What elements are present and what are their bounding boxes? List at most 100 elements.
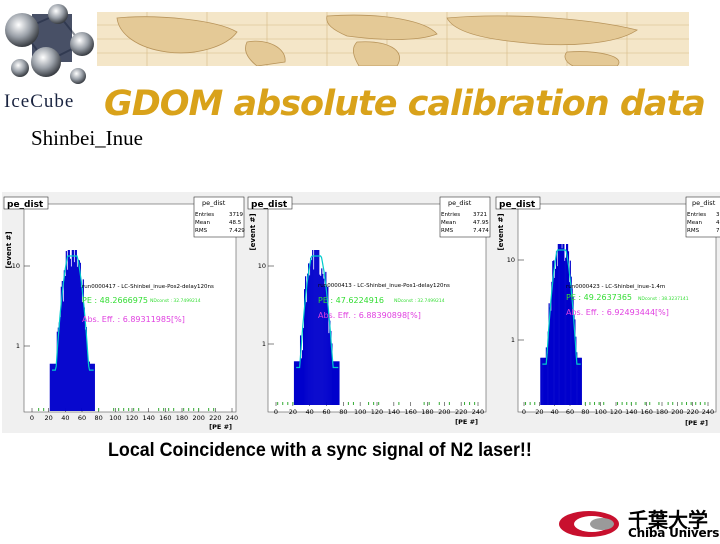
x-tick-label: 220 [455, 408, 467, 416]
hist-name-box [3, 196, 49, 210]
pe-value: PE : 47.6224916 [318, 296, 384, 305]
run-label: run0000417 - LC-Shinbei_inue-Pos2-delay1… [82, 284, 214, 290]
x-tick-label: 120 [371, 408, 383, 416]
x-tick-label: 60 [78, 414, 86, 422]
logo-text: IceCube [4, 91, 74, 112]
histogram-panel-2: pe_dist pe_dist Entries 3721 Mean 47.95 … [246, 192, 492, 433]
stats-label: Entries [441, 212, 460, 218]
stats-value: 48.5 [229, 220, 242, 226]
x-tick-label: 40 [551, 408, 559, 416]
stats-box: pe_dist Entries 3721 Mean 47.95 RMS 7.47… [439, 196, 491, 238]
x-tick-label: 100 [109, 414, 121, 422]
x-tick-label: 200 [438, 408, 450, 416]
abs-efficiency: Abs. Eff. : 6.92493444[%] [566, 308, 669, 317]
x-tick-label: 240 [702, 408, 714, 416]
university-name-jp: 千葉大学 [628, 508, 708, 532]
y-axis-label: [event #] [249, 213, 257, 250]
nd-const: NDconst : 38.3237141 [638, 296, 689, 302]
stats-label: Mean [195, 220, 210, 226]
x-tick-label: 0 [522, 408, 526, 416]
stats-label: RMS [687, 228, 700, 234]
run-label: run0000423 - LC-Shinbei_inue-1.4m [566, 284, 665, 290]
histogram-plot: pe_dist pe_dist Entries 3721 Mean 47.95 … [247, 196, 491, 426]
stats-value: 3 [716, 212, 720, 218]
stats-value: 3719 [229, 212, 243, 218]
stats-value: 7.474 [473, 228, 489, 234]
nd-const: NDconst : 32.7499214 [150, 298, 201, 304]
hist-name: pe_dist [251, 200, 288, 210]
x-axis-label: [PE #] [455, 418, 478, 426]
x-tick-label: 60 [566, 408, 574, 416]
x-tick-label: 160 [404, 408, 416, 416]
x-tick-label: 220 [209, 414, 221, 422]
stats-value: 4 [716, 220, 720, 226]
x-tick-label: 160 [159, 414, 171, 422]
y-tick-label: 1 [16, 342, 20, 350]
slide-title: GDOM absolute calibration data [104, 84, 706, 124]
histogram-panel-1: pe_dist pe_dist Entries 3719 Mean 48.5 R… [2, 192, 246, 433]
stats-label: Entries [687, 212, 706, 218]
x-tick-label: 120 [126, 414, 138, 422]
fit-curve [52, 255, 94, 371]
x-tick-label: 180 [656, 408, 668, 416]
x-tick-label: 80 [95, 414, 103, 422]
x-tick-label: 0 [274, 408, 278, 416]
x-tick-label: 80 [581, 408, 589, 416]
nd-const: NDconst : 32.7499214 [394, 298, 445, 304]
pe-value: PE : 49.2637365 [566, 293, 632, 302]
histogram-plot: pe_dist pe_dist Entries 3719 Mean 48.5 R… [3, 196, 245, 431]
world-map-banner [97, 12, 689, 67]
university-name-en: Chiba University [628, 526, 720, 540]
x-tick-label: 0 [30, 414, 34, 422]
y-axis-label: [event #] [5, 231, 13, 268]
stats-box: pe_dist Entries 3 Mean 4 RMS 7 [685, 196, 720, 238]
stats-title: pe_dist [448, 199, 472, 207]
y-tick-label: 10 [258, 262, 266, 270]
x-tick-label: 140 [388, 408, 400, 416]
x-tick-label: 220 [686, 408, 698, 416]
abs-efficiency: Abs. Eff. : 6.88390898[%] [318, 311, 421, 320]
stats-label: Mean [687, 220, 702, 226]
x-tick-label: 80 [339, 408, 347, 416]
x-tick-label: 20 [535, 408, 543, 416]
x-tick-label: 120 [610, 408, 622, 416]
stats-label: Entries [195, 212, 214, 218]
y-axis-label: [event #] [497, 213, 505, 250]
fit-curve [542, 249, 581, 365]
fit-curve [296, 255, 339, 369]
icecube-logo: IceCube [0, 0, 100, 115]
stats-value: 3721 [473, 212, 487, 218]
hist-name: pe_dist [7, 200, 44, 210]
stats-label: RMS [195, 228, 208, 234]
x-tick-label: 140 [142, 414, 154, 422]
x-tick-label: 200 [671, 408, 683, 416]
y-tick-label: 1 [511, 336, 515, 344]
x-axis-label: [PE #] [685, 419, 708, 427]
abs-efficiency: Abs. Eff. : 6.89311985[%] [82, 315, 185, 324]
stats-value: 7.429 [229, 228, 245, 234]
x-tick-label: 160 [640, 408, 652, 416]
y-tick-label: 10 [507, 256, 515, 264]
x-tick-label: 20 [289, 408, 297, 416]
run-label: run0000413 - LC-Shinbei_inue-Pos1-delay1… [318, 283, 450, 289]
stats-value: 47.95 [473, 220, 489, 226]
x-tick-label: 180 [421, 408, 433, 416]
x-tick-label: 240 [472, 408, 484, 416]
x-tick-label: 40 [61, 414, 69, 422]
x-axis-label: [PE #] [209, 423, 232, 431]
stats-label: Mean [441, 220, 456, 226]
x-tick-label: 180 [176, 414, 188, 422]
histogram-panel-3: pe_dist pe_dist Entries 3 Mean 4 RMS 7 [… [492, 192, 720, 433]
y-tick-label: 1 [262, 340, 266, 348]
hist-name-box [495, 196, 541, 210]
stats-box: pe_dist Entries 3719 Mean 48.5 RMS 7.429 [193, 196, 245, 238]
x-tick-label: 40 [306, 408, 314, 416]
stats-title: pe_dist [202, 199, 226, 207]
chiba-university-logo [556, 506, 716, 540]
pe-value: PE : 48.2666975 [82, 296, 148, 305]
hist-name: pe_dist [499, 200, 536, 210]
x-tick-label: 100 [354, 408, 366, 416]
stats-label: RMS [441, 228, 454, 234]
y-tick-label: 10 [12, 262, 20, 270]
histogram-plot: pe_dist pe_dist Entries 3 Mean 4 RMS 7 [… [495, 196, 720, 427]
